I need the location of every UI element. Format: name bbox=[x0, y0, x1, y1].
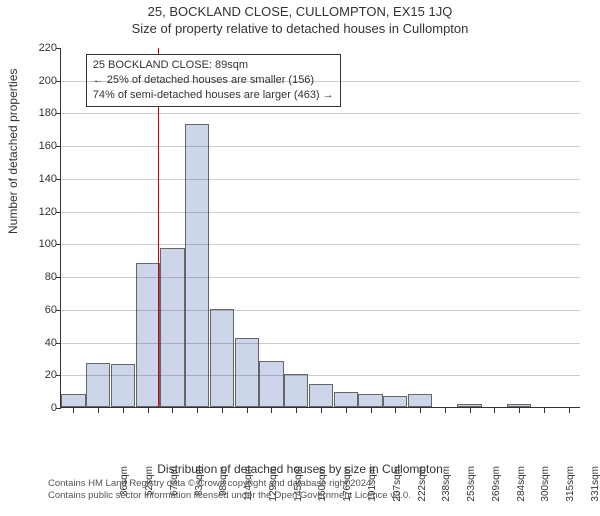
gridline bbox=[61, 343, 580, 344]
xtick-mark bbox=[98, 407, 99, 413]
plot-region: 25 BOCKLAND CLOSE: 89sqm ← 25% of detach… bbox=[60, 48, 580, 408]
xtick-mark bbox=[247, 407, 248, 413]
histogram-bar bbox=[358, 394, 382, 407]
histogram-bar bbox=[284, 374, 308, 407]
xtick-mark bbox=[544, 407, 545, 413]
xtick-mark bbox=[569, 407, 570, 413]
gridline bbox=[61, 277, 580, 278]
gridline bbox=[61, 113, 580, 114]
ytick-label: 80 bbox=[31, 271, 57, 283]
gridline bbox=[61, 212, 580, 213]
ytick-label: 220 bbox=[31, 42, 57, 54]
xtick-mark bbox=[470, 407, 471, 413]
ytick-label: 0 bbox=[31, 402, 57, 414]
gridline bbox=[61, 375, 580, 376]
annotation-line1: 25 BOCKLAND CLOSE: 89sqm bbox=[93, 58, 334, 73]
ytick-label: 40 bbox=[31, 337, 57, 349]
y-axis-label: Number of detached properties bbox=[6, 69, 20, 234]
xtick-mark bbox=[519, 407, 520, 413]
xtick-mark bbox=[271, 407, 272, 413]
page-title-line2: Size of property relative to detached ho… bbox=[0, 21, 600, 36]
histogram-bar bbox=[86, 363, 110, 407]
xtick-mark bbox=[420, 407, 421, 413]
footer-attribution: Contains HM Land Registry data © Crown c… bbox=[48, 478, 590, 502]
xtick-mark bbox=[296, 407, 297, 413]
xtick-mark bbox=[222, 407, 223, 413]
page-title-line1: 25, BOCKLAND CLOSE, CULLOMPTON, EX15 1JQ bbox=[0, 4, 600, 19]
xtick-mark bbox=[148, 407, 149, 413]
histogram-bar bbox=[235, 338, 259, 407]
gridline bbox=[61, 310, 580, 311]
ytick-label: 180 bbox=[31, 107, 57, 119]
histogram-bar bbox=[334, 392, 358, 407]
gridline bbox=[61, 179, 580, 180]
x-axis-label: Distribution of detached houses by size … bbox=[0, 462, 600, 476]
annotation-line3: 74% of semi-detached houses are larger (… bbox=[93, 88, 334, 103]
ytick-label: 60 bbox=[31, 304, 57, 316]
footer-line1: Contains HM Land Registry data © Crown c… bbox=[48, 478, 590, 490]
xtick-mark bbox=[73, 407, 74, 413]
ytick-label: 20 bbox=[31, 369, 57, 381]
gridline bbox=[61, 146, 580, 147]
xtick-mark bbox=[197, 407, 198, 413]
footer-line2: Contains public sector information licen… bbox=[48, 490, 590, 502]
xtick-mark bbox=[346, 407, 347, 413]
ytick-label: 100 bbox=[31, 238, 57, 250]
ytick-label: 140 bbox=[31, 173, 57, 185]
gridline bbox=[61, 244, 580, 245]
histogram-bar bbox=[185, 124, 209, 407]
gridline bbox=[61, 81, 580, 82]
xtick-mark bbox=[371, 407, 372, 413]
histogram-bar bbox=[136, 263, 160, 407]
xtick-mark bbox=[321, 407, 322, 413]
ytick-label: 200 bbox=[31, 75, 57, 87]
ytick-label: 120 bbox=[31, 206, 57, 218]
histogram-bar bbox=[61, 394, 85, 407]
histogram-bar bbox=[210, 309, 234, 407]
xtick-mark bbox=[123, 407, 124, 413]
histogram-bar bbox=[160, 248, 184, 407]
histogram-bar bbox=[111, 364, 135, 407]
xtick-mark bbox=[395, 407, 396, 413]
chart-area: 25 BOCKLAND CLOSE: 89sqm ← 25% of detach… bbox=[60, 48, 580, 408]
xtick-mark bbox=[494, 407, 495, 413]
ytick-label: 160 bbox=[31, 140, 57, 152]
histogram-bar bbox=[383, 396, 407, 407]
histogram-bar bbox=[408, 394, 432, 407]
histogram-bar bbox=[309, 384, 333, 407]
xtick-mark bbox=[445, 407, 446, 413]
histogram-bar bbox=[259, 361, 283, 407]
xtick-mark bbox=[172, 407, 173, 413]
